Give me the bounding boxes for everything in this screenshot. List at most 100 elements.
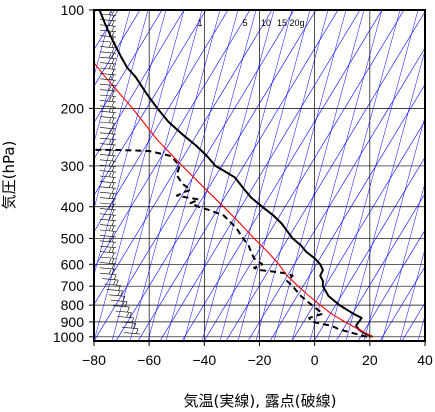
x-axis-ticks: −80 −60 −40 −20 0 20 40 bbox=[82, 341, 433, 368]
wind-barb-icon bbox=[99, 53, 117, 59]
wind-barb-icon bbox=[99, 112, 117, 119]
wind-barb-icon bbox=[99, 101, 117, 108]
moist-adiabat-line bbox=[273, 10, 365, 341]
wind-barb-icon bbox=[99, 258, 117, 265]
moist-adiabat-line bbox=[94, 10, 167, 276]
wind-barb-icon bbox=[99, 263, 117, 270]
wind-barb-icon bbox=[99, 155, 117, 162]
wind-barb-icon bbox=[104, 279, 121, 286]
x-tick-label: −40 bbox=[192, 352, 216, 368]
x-axis-label: 気温(実線), 露点(破線) bbox=[184, 392, 337, 410]
dry-adiabat-line bbox=[94, 10, 163, 124]
wind-barb-icon bbox=[99, 96, 117, 103]
dry-adiabat-line bbox=[115, 10, 317, 341]
mixing-ratio-label: 1 bbox=[197, 18, 202, 28]
parcel-line bbox=[94, 62, 373, 338]
dry-adiabat-line bbox=[94, 10, 273, 306]
y-tick-label: 200 bbox=[61, 100, 85, 116]
moist-adiabat-line bbox=[363, 115, 425, 341]
dry-adiabat-line bbox=[94, 10, 229, 233]
wind-barb-icon bbox=[99, 204, 117, 211]
wind-barb-icon bbox=[106, 285, 123, 292]
wind-barb-icon bbox=[99, 247, 117, 254]
wind-barb-icon bbox=[99, 134, 117, 140]
y-axis-label: 気圧(hPa) bbox=[0, 141, 18, 210]
wind-barb-icon bbox=[99, 107, 117, 113]
x-tick-label: −60 bbox=[137, 352, 161, 368]
x-tick-label: 20 bbox=[362, 352, 378, 368]
moist-adiabat-line bbox=[219, 10, 311, 341]
wind-barb-icon bbox=[99, 269, 117, 275]
y-tick-label: 900 bbox=[61, 314, 85, 330]
wind-barb-icon bbox=[99, 220, 117, 227]
y-tick-label: 1000 bbox=[53, 329, 84, 345]
wind-barb-icon bbox=[99, 85, 117, 92]
dry-adiabat-line bbox=[401, 302, 425, 341]
wind-barb-icon bbox=[99, 80, 117, 86]
wind-barb-icon bbox=[99, 63, 117, 70]
moist-adiabat-line bbox=[165, 10, 257, 341]
wind-barb-icon bbox=[99, 20, 117, 27]
wind-barb-icon bbox=[99, 74, 117, 81]
mixing-ratio-label: 20g bbox=[289, 18, 304, 28]
wind-barbs bbox=[99, 10, 141, 335]
wind-barb-icon bbox=[99, 161, 117, 167]
dry-adiabat-line bbox=[94, 10, 141, 87]
moist-adiabat-line bbox=[237, 10, 329, 341]
y-tick-label: 700 bbox=[61, 278, 85, 294]
y-tick-label: 500 bbox=[61, 230, 85, 246]
wind-barb-icon bbox=[121, 323, 139, 329]
dry-adiabat-line bbox=[357, 229, 425, 341]
wind-barb-icon bbox=[99, 231, 117, 238]
moist-adiabat-line bbox=[111, 10, 203, 341]
wind-barb-icon bbox=[99, 144, 117, 151]
wind-barb-icon bbox=[99, 42, 117, 49]
dry-adiabat-line bbox=[291, 120, 425, 341]
wind-barb-icon bbox=[99, 252, 117, 259]
dry-adiabat-line bbox=[335, 193, 425, 341]
wind-barb-icon bbox=[99, 117, 117, 124]
dry-adiabat-line bbox=[247, 47, 425, 341]
wind-barb-icon bbox=[99, 188, 117, 194]
moist-adiabat-line bbox=[291, 10, 383, 341]
wind-barb-icon bbox=[99, 209, 117, 216]
wind-barb-icon bbox=[99, 58, 117, 65]
x-tick-label: −20 bbox=[248, 352, 272, 368]
wind-barb-icon bbox=[99, 182, 117, 189]
moist-adiabat-line bbox=[129, 10, 221, 341]
dewpoint-line bbox=[94, 148, 368, 338]
mixing-ratio-label: 10 bbox=[261, 18, 271, 28]
moist-adiabat-line bbox=[345, 49, 425, 341]
moist-adiabat-line bbox=[417, 314, 425, 341]
wind-barb-icon bbox=[99, 215, 117, 221]
y-tick-label: 600 bbox=[61, 256, 85, 272]
dry-adiabat-line bbox=[137, 10, 339, 341]
moist-adiabat-line bbox=[94, 10, 113, 78]
moist-adiabat-line bbox=[255, 10, 347, 341]
wind-barb-icon bbox=[110, 296, 128, 302]
x-tick-label: −80 bbox=[82, 352, 106, 368]
moist-adiabat-line bbox=[183, 10, 275, 341]
wind-barb-icon bbox=[99, 128, 117, 135]
wind-barb-icon bbox=[99, 236, 117, 243]
wind-barb-icon bbox=[124, 328, 141, 335]
mixing-ratio-label: 5 bbox=[242, 18, 247, 28]
dry-adiabat-line bbox=[94, 10, 207, 196]
wind-barb-icon bbox=[108, 290, 125, 297]
wind-barb-icon bbox=[99, 193, 117, 200]
wind-barb-icon bbox=[99, 198, 117, 205]
moist-adiabat-line bbox=[94, 10, 149, 210]
mixing-ratio-labels: 1 5 10 15 20g bbox=[197, 18, 304, 28]
dry-adiabat-line bbox=[225, 11, 425, 341]
wind-barb-icon bbox=[99, 150, 117, 157]
moist-adiabat-line bbox=[201, 10, 293, 341]
wind-barb-icon bbox=[99, 242, 117, 248]
wind-barb-icon bbox=[99, 26, 117, 32]
wind-barb-icon bbox=[99, 177, 117, 184]
mixing-ratio-label: 15 bbox=[277, 18, 287, 28]
dry-adiabat-line bbox=[94, 10, 185, 160]
moist-adiabat-line bbox=[147, 10, 239, 341]
